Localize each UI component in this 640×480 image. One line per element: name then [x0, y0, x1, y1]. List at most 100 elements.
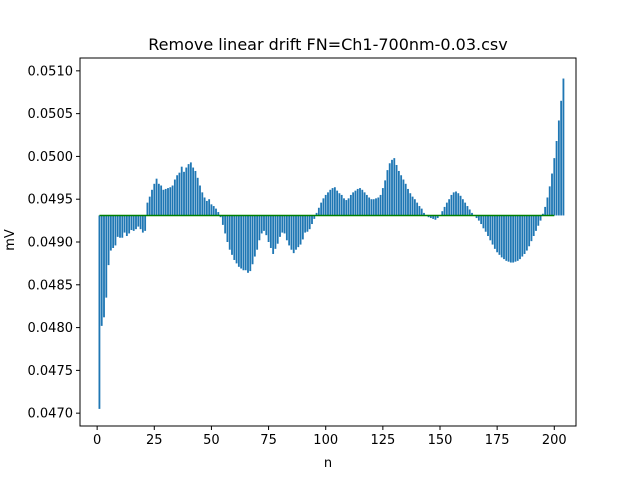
bar-n-190 [530, 215, 533, 242]
bar-n-181 [509, 215, 512, 263]
bar-n-46 [201, 192, 204, 216]
bar-n-62 [237, 215, 240, 267]
bar-n-114 [356, 188, 359, 216]
bar-n-176 [498, 215, 501, 255]
bar-n-79 [276, 215, 279, 244]
bar-n-96 [315, 212, 318, 216]
bar-n-13 [125, 215, 128, 237]
bar-n-201 [555, 141, 558, 216]
bar-n-185 [519, 215, 521, 260]
bar-n-126 [384, 180, 387, 216]
bar-n-196 [544, 206, 547, 216]
bar-n-51 [212, 206, 215, 216]
bar-n-83 [285, 215, 288, 241]
bar-n-14 [128, 215, 131, 234]
bar-n-103 [331, 188, 334, 216]
bar-n-92 [306, 215, 309, 232]
bar-n-182 [512, 215, 515, 263]
bar-n-11 [121, 215, 124, 238]
bar-n-48 [205, 200, 208, 216]
bar-n-56 [224, 215, 227, 234]
bar-n-197 [546, 197, 549, 216]
x-tick-label: 75 [260, 433, 277, 448]
bar-n-158 [457, 193, 460, 216]
bar-n-115 [359, 188, 361, 216]
bar-n-108 [343, 198, 345, 216]
bar-n-101 [327, 192, 329, 216]
bar-n-22 [146, 202, 149, 216]
bar-n-123 [377, 197, 380, 216]
bar-n-153 [445, 202, 448, 216]
bar-n-164 [471, 212, 473, 216]
bar-n-17 [135, 215, 137, 230]
bar-n-77 [272, 215, 275, 254]
bar-n-177 [500, 215, 503, 258]
bar-n-41 [189, 162, 192, 216]
bar-n-20 [141, 215, 144, 233]
bar-n-169 [482, 215, 485, 229]
bar-n-37 [180, 166, 183, 216]
bar-n-36 [178, 172, 181, 216]
bar-n-159 [459, 195, 462, 216]
bar-n-57 [226, 215, 229, 242]
bar-n-125 [381, 188, 384, 216]
bar-n-140 [416, 202, 419, 216]
bar-n-88 [297, 215, 300, 248]
bar-n-65 [244, 215, 247, 271]
bar-n-93 [308, 215, 311, 230]
bar-n-64 [242, 215, 245, 271]
bar-n-117 [363, 192, 366, 216]
bar-n-19 [139, 215, 142, 230]
bar-n-180 [507, 215, 510, 262]
bar-n-111 [349, 194, 352, 216]
bar-n-166 [475, 215, 478, 219]
bar-n-58 [228, 215, 231, 250]
y-tick-label: 0.0485 [28, 278, 74, 293]
bar-n-183 [514, 215, 517, 262]
bar-n-174 [493, 215, 496, 249]
bar-n-122 [375, 198, 377, 216]
bar-n-15 [130, 215, 133, 231]
bar-n-69 [253, 215, 256, 257]
bar-n-178 [503, 215, 505, 260]
y-tick-label: 0.0510 [28, 64, 74, 79]
bar-n-199 [551, 173, 553, 216]
bar-n-167 [477, 215, 480, 221]
bar-n-106 [338, 193, 341, 216]
bar-n-175 [496, 215, 499, 253]
bar-n-26 [155, 178, 158, 216]
bar-n-12 [123, 215, 126, 233]
y-tick-label: 0.0480 [28, 321, 74, 336]
bar-n-116 [361, 189, 364, 216]
x-tick-label: 0 [93, 433, 101, 448]
bar-n-192 [535, 215, 537, 231]
bar-n-6 [109, 215, 112, 251]
bar-n-195 [541, 213, 544, 216]
bar-n-21 [144, 215, 147, 231]
bar-n-120 [370, 199, 373, 216]
bar-n-68 [251, 215, 254, 265]
bar-n-82 [283, 215, 286, 234]
bar-n-136 [407, 188, 409, 216]
bar-n-100 [324, 194, 327, 216]
bar-n-203 [560, 100, 563, 216]
y-tick-label: 0.0505 [28, 107, 74, 122]
bar-n-186 [521, 215, 524, 257]
bar-n-87 [295, 215, 297, 250]
bar-n-132 [397, 170, 400, 216]
y-tick-label: 0.0500 [28, 150, 74, 165]
bar-n-193 [537, 215, 540, 226]
bar-n-95 [313, 215, 316, 219]
bar-n-179 [505, 215, 508, 261]
bar-n-4 [105, 215, 108, 298]
x-axis-label: n [324, 456, 332, 471]
bar-n-71 [258, 215, 261, 241]
bar-n-78 [274, 215, 277, 249]
bar-n-84 [288, 215, 291, 246]
bar-n-168 [480, 215, 483, 225]
bar-n-59 [231, 215, 233, 255]
bar-n-5 [107, 215, 110, 266]
bar-n-149 [436, 215, 439, 219]
bar-n-184 [516, 215, 519, 261]
x-tick-label: 125 [370, 433, 395, 448]
